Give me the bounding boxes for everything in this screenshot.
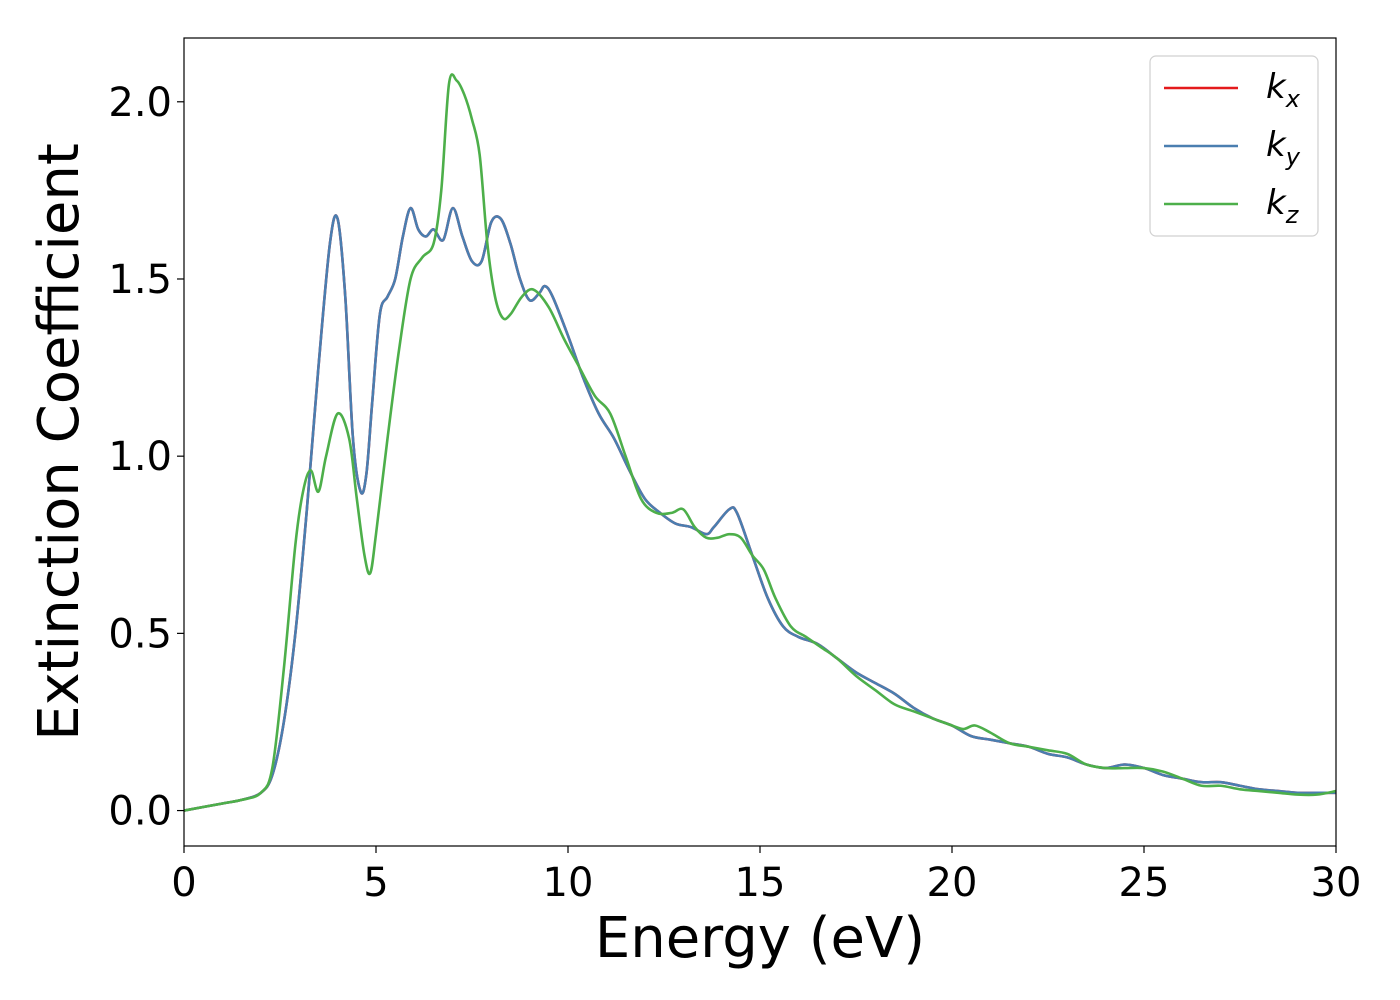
x-tick-label: 25 [1119,860,1170,906]
y-tick-label: 2.0 [108,80,172,126]
series-line-y [184,206,1336,812]
y-tick-label: 1.0 [108,434,172,480]
y-tick-label: 0.0 [108,789,172,835]
plot-background [184,38,1336,846]
x-tick-label: 30 [1311,860,1362,906]
x-tick-label: 10 [543,860,594,906]
x-tick-label: 0 [171,860,196,906]
legend-label-z: kz [1266,183,1300,229]
legend-label-x: kx [1266,67,1301,113]
plot-area [183,37,1337,847]
y-axis-title: Extinction Coefficient [27,143,92,741]
series-line-z [184,73,1336,812]
x-axis-title: Energy (eV) [595,906,925,971]
series-layer [184,73,1336,812]
y-axis-ticks: 0.0 0.5 1.0 1.5 2.0 [108,80,184,835]
legend-label-y: ky [1266,125,1301,171]
x-tick-label: 5 [363,860,388,906]
y-tick-label: 1.5 [108,257,172,303]
y-tick-label: 0.5 [108,611,172,657]
legend: kx ky kz [1149,55,1319,237]
x-tick-label: 15 [735,860,786,906]
x-tick-label: 20 [927,860,978,906]
x-axis-ticks: 0 5 10 15 20 25 30 [171,846,1361,906]
